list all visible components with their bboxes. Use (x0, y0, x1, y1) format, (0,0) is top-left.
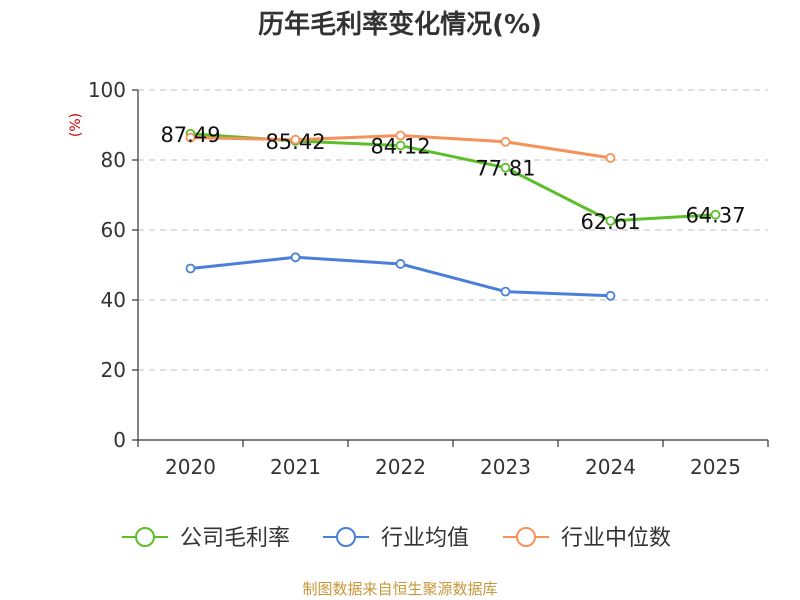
x-tick-label: 2020 (165, 455, 216, 479)
data-point (500, 286, 511, 297)
data-point (605, 152, 616, 163)
x-tick-label: 2021 (270, 455, 321, 479)
y-tick-label: 0 (113, 428, 126, 452)
legend-label: 行业中位数 (561, 526, 671, 551)
legend-marker (516, 527, 536, 547)
y-tick-label: 20 (101, 358, 126, 382)
data-point (290, 134, 301, 145)
data-point (290, 252, 301, 263)
legend: 公司毛利率 行业均值 行业中位数 (122, 526, 671, 551)
chart-title: 历年毛利率变化情况(%) (258, 9, 542, 40)
data-point (395, 259, 406, 269)
data-label: 84.12 (370, 135, 430, 159)
data-point (500, 136, 511, 147)
axes: 0 20 40 60 80 100 2020 2021 2022 2023 2024 2025 (88, 78, 769, 479)
legend-marker (135, 527, 155, 547)
data-point (185, 263, 196, 274)
data-label: 77.81 (475, 157, 535, 181)
legend-label: 公司毛利率 (180, 526, 290, 551)
x-tick-label: 2024 (585, 455, 636, 479)
y-tick-label: 100 (88, 78, 126, 102)
data-point (605, 290, 616, 301)
data-label: 87.49 (160, 123, 220, 147)
data-point (395, 140, 406, 151)
y-tick-label: 80 (101, 148, 126, 172)
y-axis-unit-label: (%) (68, 113, 84, 137)
data-point (605, 215, 616, 226)
data-label: 64.37 (685, 204, 745, 228)
data-point (710, 209, 721, 220)
x-tick-label: 2022 (375, 455, 426, 479)
data-point (395, 130, 406, 141)
data-point (500, 162, 511, 173)
legend-label: 行业均值 (381, 526, 469, 551)
gridlines (138, 89, 768, 371)
x-tick-label: 2025 (690, 455, 741, 479)
data-label: 85.42 (265, 130, 325, 154)
data-label: 62.61 (580, 210, 640, 234)
legend-marker (336, 527, 356, 547)
source-note: 制图数据来自恒生聚源数据库 (302, 580, 497, 598)
x-tick-label: 2023 (480, 455, 531, 479)
y-tick-label: 40 (101, 288, 126, 312)
data-point (185, 132, 196, 143)
y-tick-label: 60 (101, 218, 126, 242)
series-lines: 87.49 85.42 84.12 77.81 62.61 64.37 (160, 123, 746, 301)
